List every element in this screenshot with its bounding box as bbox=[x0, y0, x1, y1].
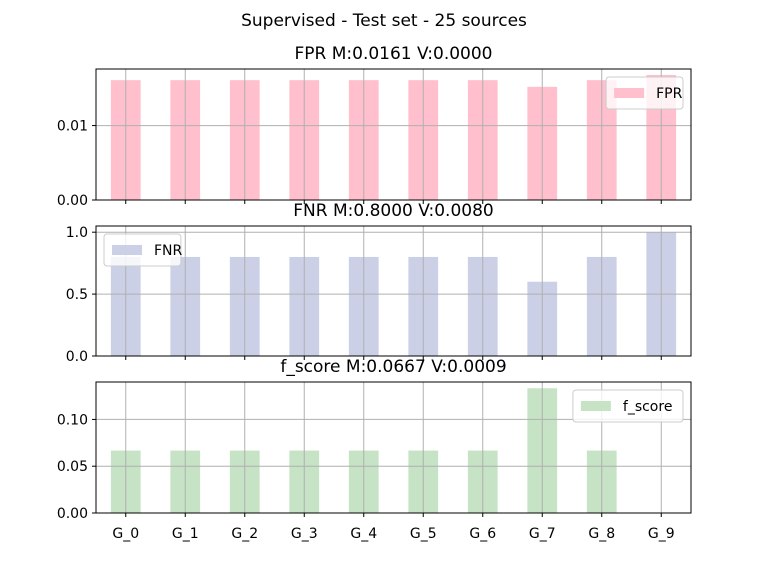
x-tick-label: G_0 bbox=[112, 526, 139, 542]
x-tick-label: G_8 bbox=[588, 526, 615, 542]
subplot-2: 0.0 0.5 1.0 FNR M:0.8000 V:0.0080 FNR bbox=[66, 201, 692, 365]
subplot-title: FPR M:0.0161 V:0.0000 bbox=[295, 44, 493, 64]
x-tick-label: G_3 bbox=[291, 526, 318, 542]
y-tick-label: 1.0 bbox=[66, 225, 88, 241]
legend-label: FNR bbox=[154, 243, 183, 259]
legend-swatch bbox=[112, 245, 142, 255]
subplots: 0.00 0.01 FPR M:0.0161 V:0.0000 FPR 0.0 0.5 1.… bbox=[57, 44, 692, 542]
legend-swatch bbox=[580, 401, 611, 411]
y-tick-label: 0.00 bbox=[57, 506, 88, 522]
legend: f_score bbox=[572, 389, 684, 423]
axes-frame bbox=[95, 68, 692, 201]
x-tick-label: G_2 bbox=[231, 526, 258, 542]
legend-swatch bbox=[614, 88, 645, 98]
legend-label: FPR bbox=[656, 86, 682, 102]
x-tick-label: G_6 bbox=[469, 526, 496, 542]
subplot-title: FNR M:0.8000 V:0.0080 bbox=[293, 201, 493, 221]
legend-box bbox=[605, 76, 684, 110]
legend: FPR bbox=[605, 76, 684, 110]
axes-frame bbox=[95, 381, 692, 514]
legend: FNR bbox=[103, 233, 183, 267]
x-tick-label: G_4 bbox=[350, 526, 377, 542]
y-tick-label: 0.0 bbox=[66, 349, 88, 365]
subplot-1: 0.00 0.01 FPR M:0.0161 V:0.0000 FPR bbox=[57, 44, 692, 209]
subplot-title: f_score M:0.0667 V:0.0009 bbox=[280, 357, 506, 377]
legend-label: f_score bbox=[623, 399, 673, 415]
x-tick-label: G_9 bbox=[648, 526, 675, 542]
figure-suptitle: Supervised - Test set - 25 sources bbox=[241, 11, 527, 31]
legend-box bbox=[103, 233, 182, 267]
subplot-3: 0.00 0.05 0.10 G_0 G_1 G_2 G_3 G_4 G_5 G_6 G_7 G_8 G… bbox=[57, 357, 692, 542]
axes-frame bbox=[95, 225, 692, 357]
x-tick-label: G_7 bbox=[529, 526, 556, 542]
y-tick-label: 0.05 bbox=[57, 459, 88, 475]
legend-box bbox=[572, 389, 684, 423]
y-tick-label: 0.10 bbox=[57, 412, 88, 428]
x-tick-label: G_1 bbox=[172, 526, 199, 542]
y-tick-label: 0.01 bbox=[57, 119, 88, 135]
y-tick-label: 0.5 bbox=[66, 287, 88, 303]
x-tick-label: G_5 bbox=[410, 526, 437, 542]
y-tick-label: 0.00 bbox=[57, 193, 88, 209]
